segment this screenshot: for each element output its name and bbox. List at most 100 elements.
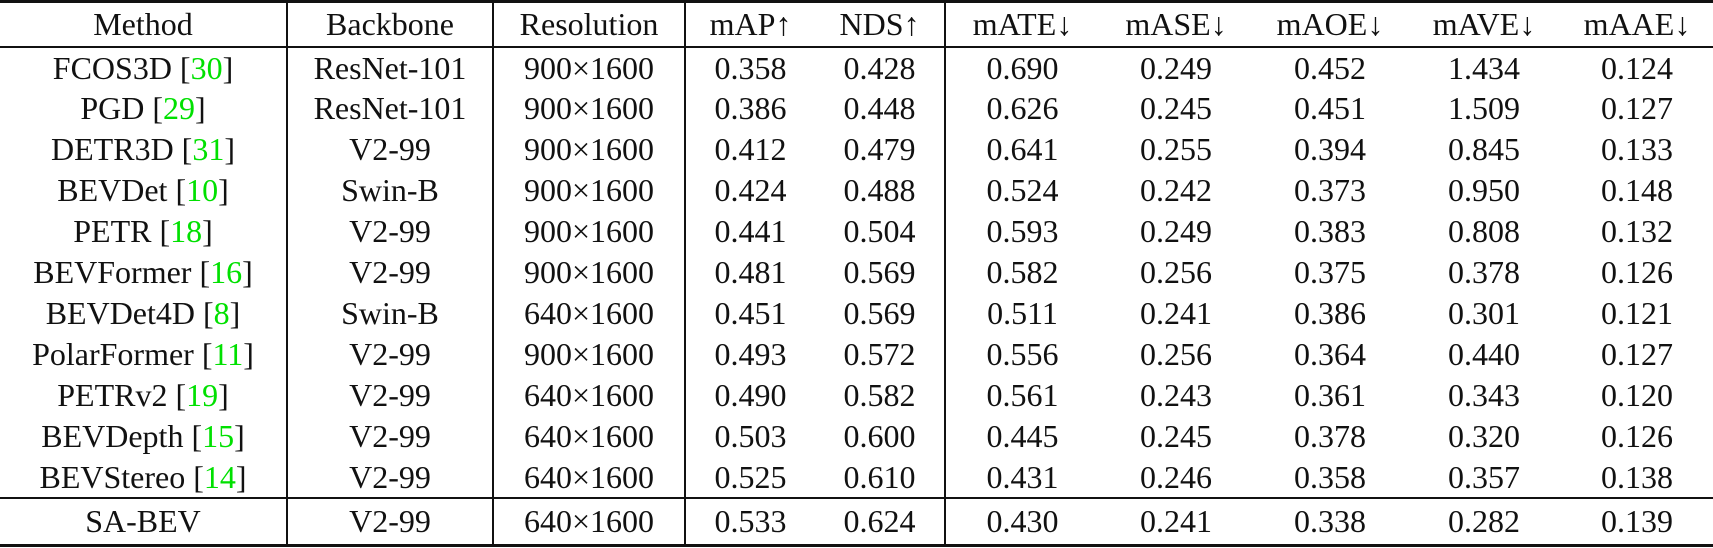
- metric-cell-mAAE: 0.127: [1601, 90, 1673, 126]
- citation-bracket-open: [: [159, 213, 171, 249]
- citation-link[interactable]: 19: [186, 377, 219, 413]
- method-name: SA-BEV: [85, 503, 201, 540]
- resolution-cell: 900×1600: [493, 251, 686, 293]
- metric-cell-mASE: 0.243: [1140, 377, 1212, 413]
- metric-cell-mATE: 0.593: [986, 213, 1059, 249]
- method-name: PETR: [73, 213, 152, 249]
- citation-bracket-close: ]: [234, 418, 245, 454]
- backbone-cell: V2-99: [287, 497, 494, 546]
- citation-bracket-close: ]: [235, 458, 247, 495]
- table-row: PGD [29] ResNet-101 900×1600 0.386 0.448 0.62…: [0, 87, 1713, 129]
- resolution-cell: 900×1600: [493, 210, 686, 252]
- metric-cell-mASE: 0.249: [1140, 213, 1212, 249]
- metric-cell-mAP: 0.451: [714, 295, 787, 331]
- metric-cell-mATE: 0.641: [986, 131, 1059, 167]
- method-name: BEVDet: [57, 172, 168, 208]
- metric-cell-mAAE: 0.138: [1601, 458, 1673, 495]
- metric-cell-mASE: 0.256: [1140, 336, 1212, 372]
- backbone-cell: V2-99: [287, 374, 494, 416]
- method-name: FCOS3D: [52, 49, 172, 86]
- backbone-cell: V2-99: [287, 210, 494, 252]
- resolution-cell: 900×1600: [493, 87, 686, 129]
- metric-cell-mASE: 0.255: [1140, 131, 1212, 167]
- resolution-cell: 640×1600: [493, 497, 686, 546]
- metric-cell-mAVE: 1.434: [1448, 49, 1520, 86]
- metric-cell-mATE: 0.430: [986, 503, 1059, 540]
- metric-cell-NDS: 0.479: [815, 128, 946, 170]
- metric-cell-mAOE: 0.386: [1294, 295, 1366, 331]
- metric-cell-mATE: 0.556: [986, 336, 1059, 372]
- method-cell: PETR [18]: [0, 210, 288, 252]
- citation-bracket-open: [: [203, 295, 214, 331]
- backbone-cell: Swin-B: [287, 169, 494, 211]
- metric-cell-mAAE: 0.126: [1601, 254, 1673, 290]
- metric-cell-mAAE: 0.124: [1601, 49, 1673, 86]
- method-cell: PETRv2 [19]: [0, 374, 288, 416]
- metric-cell-mAOE: 0.361: [1294, 377, 1366, 413]
- table-row: PETRv2 [19] V2-99 640×1600 0.490 0.582 0.561 0…: [0, 374, 1713, 416]
- table-row: BEVFormer [16] V2-99 900×1600 0.481 0.569 0.5…: [0, 251, 1713, 293]
- method-cell: BEVDepth [15]: [0, 415, 288, 457]
- method-name: BEVDet4D: [45, 295, 195, 331]
- resolution-cell: 900×1600: [493, 46, 686, 88]
- metric-cell-mAVE: 0.845: [1448, 131, 1520, 167]
- metric-cell-mAAE: 0.127: [1601, 336, 1673, 372]
- metric-cell-mAP: 0.490: [714, 377, 787, 413]
- table-body: FCOS3D [30] ResNet-101 900×1600 0.358 0.428 0…: [0, 46, 1713, 546]
- metric-cell-NDS: 0.610: [815, 456, 946, 498]
- metric-cell-NDS: 0.624: [815, 497, 946, 546]
- metric-cell-mASE: 0.245: [1140, 90, 1212, 126]
- table-row: BEVDepth [15] V2-99 640×1600 0.503 0.600 0.44…: [0, 415, 1713, 457]
- backbone-cell: V2-99: [287, 128, 494, 170]
- citation-link[interactable]: 14: [203, 458, 236, 495]
- citation-link[interactable]: 18: [170, 213, 203, 249]
- citation-link[interactable]: 31: [192, 131, 225, 167]
- metric-cell-mAOE: 0.394: [1294, 131, 1366, 167]
- backbone-cell: ResNet-101: [287, 87, 494, 129]
- metric-cell-mAAE: 0.121: [1601, 295, 1673, 331]
- metric-cell-mAAE: 0.120: [1601, 377, 1673, 413]
- resolution-cell: 640×1600: [493, 292, 686, 334]
- metric-cell-mAVE: 1.509: [1448, 90, 1520, 126]
- metric-cell-mAOE: 0.383: [1294, 213, 1366, 249]
- citation-link[interactable]: 16: [210, 254, 243, 290]
- citation-link[interactable]: 8: [213, 295, 230, 331]
- metric-cell-mATE: 0.690: [986, 49, 1059, 86]
- metric-cell-mAVE: 0.440: [1448, 336, 1520, 372]
- citation-bracket-close: ]: [224, 131, 235, 167]
- citation-link[interactable]: 30: [190, 49, 223, 86]
- metric-cell-NDS: 0.600: [815, 415, 946, 457]
- backbone-cell: V2-99: [287, 456, 494, 498]
- citation-bracket-open: [: [152, 90, 163, 126]
- citation-link[interactable]: 29: [163, 90, 195, 126]
- method-cell: PGD [29]: [0, 87, 288, 129]
- metric-cell-mAOE: 0.375: [1294, 254, 1366, 290]
- metric-cell-mAP: 0.386: [714, 90, 787, 126]
- metric-cell-mAVE: 0.343: [1448, 377, 1520, 413]
- metric-cell-mAOE: 0.378: [1294, 418, 1366, 454]
- metric-cell-mAVE: 0.378: [1448, 254, 1520, 290]
- citation-link[interactable]: 15: [202, 418, 235, 454]
- resolution-cell: 640×1600: [493, 415, 686, 457]
- method-name: BEVDepth: [41, 418, 184, 454]
- metric-cell-NDS: 0.569: [815, 251, 946, 293]
- metric-cell-mAP: 0.493: [714, 336, 787, 372]
- citation-bracket-open: [: [181, 131, 193, 167]
- column-header-method: Method: [0, 1, 288, 47]
- backbone-cell: V2-99: [287, 333, 494, 375]
- table-row: BEVDet4D [8] Swin-B 640×1600 0.451 0.569 0.51…: [0, 292, 1713, 334]
- column-header-NDS: NDS↑: [815, 1, 946, 47]
- table-row: PolarFormer [11] V2-99 900×1600 0.493 0.572 0…: [0, 333, 1713, 375]
- metric-cell-mAP: 0.412: [714, 131, 787, 167]
- citation-bracket-open: [: [201, 336, 213, 372]
- citation-bracket-close: ]: [222, 49, 234, 86]
- citation-link[interactable]: 11: [212, 336, 244, 372]
- table-row: BEVDet [10] Swin-B 900×1600 0.424 0.488 0.524…: [0, 169, 1713, 211]
- metric-cell-mAP: 0.503: [714, 418, 787, 454]
- metric-cell-mASE: 0.246: [1140, 458, 1212, 495]
- metric-cell-mAVE: 0.282: [1448, 503, 1520, 540]
- citation-bracket-close: ]: [243, 336, 254, 372]
- metric-cell-NDS: 0.569: [815, 292, 946, 334]
- citation-link[interactable]: 10: [186, 172, 219, 208]
